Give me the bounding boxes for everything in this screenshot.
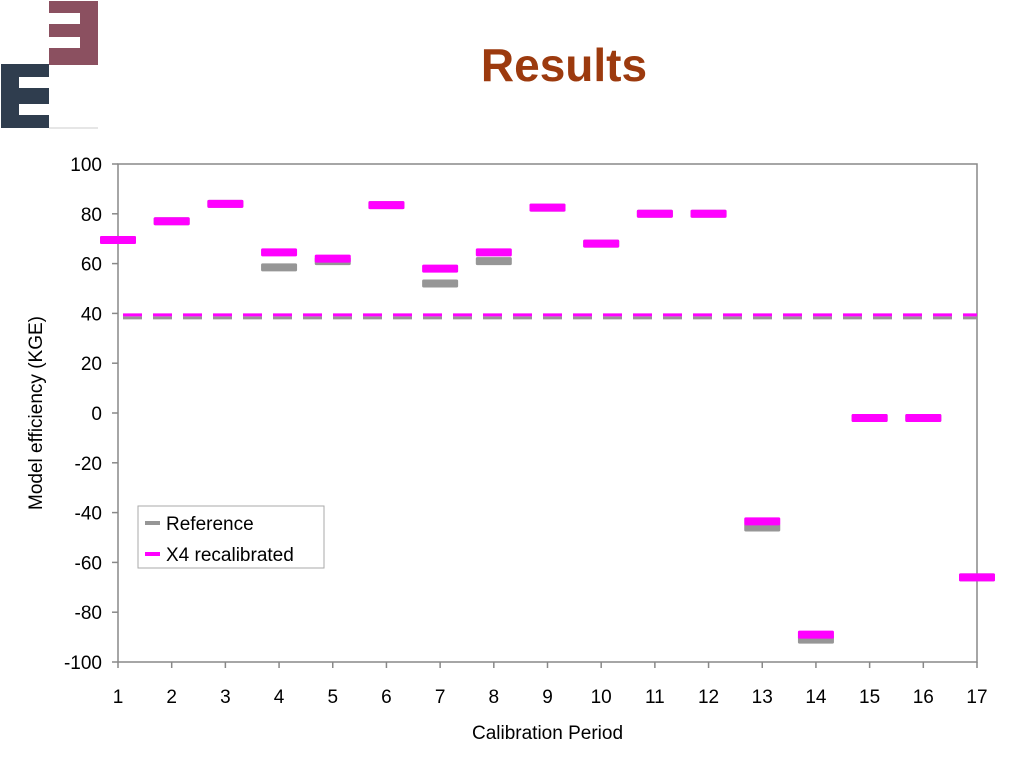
y-tick-label: 60 [81,255,102,276]
logo-top-e [49,1,98,65]
data-point-x4 [636,209,673,218]
x-tick-label: 3 [220,687,231,708]
data-point-x4 [422,264,459,273]
x-tick-label: 6 [381,687,392,708]
x-tick-label: 1 [113,687,124,708]
y-tick-label: 40 [81,304,102,325]
data-point-reference [475,257,512,266]
data-point-reference [422,279,459,288]
x-tick-label: 8 [489,687,500,708]
legend-label: Reference [166,514,254,535]
data-point-x4 [905,413,942,422]
y-tick-label: 0 [91,404,102,425]
x-tick-label: 10 [591,687,612,708]
data-point-x4 [261,248,298,257]
x-tick-label: 14 [805,687,827,708]
data-point-x4 [314,254,351,263]
data-point-reference [744,523,781,532]
y-tick-label: 100 [70,155,102,176]
x-tick-label: 12 [698,687,719,708]
x-tick-label: 17 [966,687,987,708]
x-tick-label: 4 [274,687,285,708]
data-point-x4 [153,217,190,226]
data-point-x4 [797,630,834,639]
data-point-x4 [368,201,405,210]
y-axis-label: Model efficiency (KGE) [26,316,47,510]
x-tick-label: 11 [645,687,665,708]
legend [137,505,325,569]
x-tick-label: 13 [752,687,773,708]
data-point-x4 [207,199,244,208]
x-tick-label: 16 [913,687,934,708]
x-axis-label: Calibration Period [472,723,623,744]
y-tick-label: -60 [75,553,102,574]
legend-label: X4 recalibrated [166,545,294,566]
x-tick-label: 7 [435,687,446,708]
slide-title: Results [480,39,648,91]
logo-bottom-e [1,64,49,128]
data-point-x4 [100,235,136,244]
data-point-reference [261,263,298,272]
x-tick-label: 2 [166,687,177,708]
y-tick-label: -80 [75,603,102,624]
data-point-x4 [744,517,781,526]
logo [1,1,98,129]
data-point-x4 [475,248,512,257]
x-tick-label: 9 [542,687,553,708]
y-tick-label: -100 [64,653,102,674]
y-tick-label: -20 [75,454,102,475]
y-tick-label: -40 [75,504,102,525]
data-point-x4 [851,413,888,422]
y-tick-label: 20 [81,354,102,375]
data-point-x4 [690,209,727,218]
data-point-x4 [529,203,566,212]
plot-area [117,163,978,663]
y-tick-label: 80 [81,205,102,226]
data-point-x4 [583,239,620,248]
x-tick-label: 5 [327,687,338,708]
x-tick-label: 15 [859,687,880,708]
data-point-x4 [959,573,995,582]
